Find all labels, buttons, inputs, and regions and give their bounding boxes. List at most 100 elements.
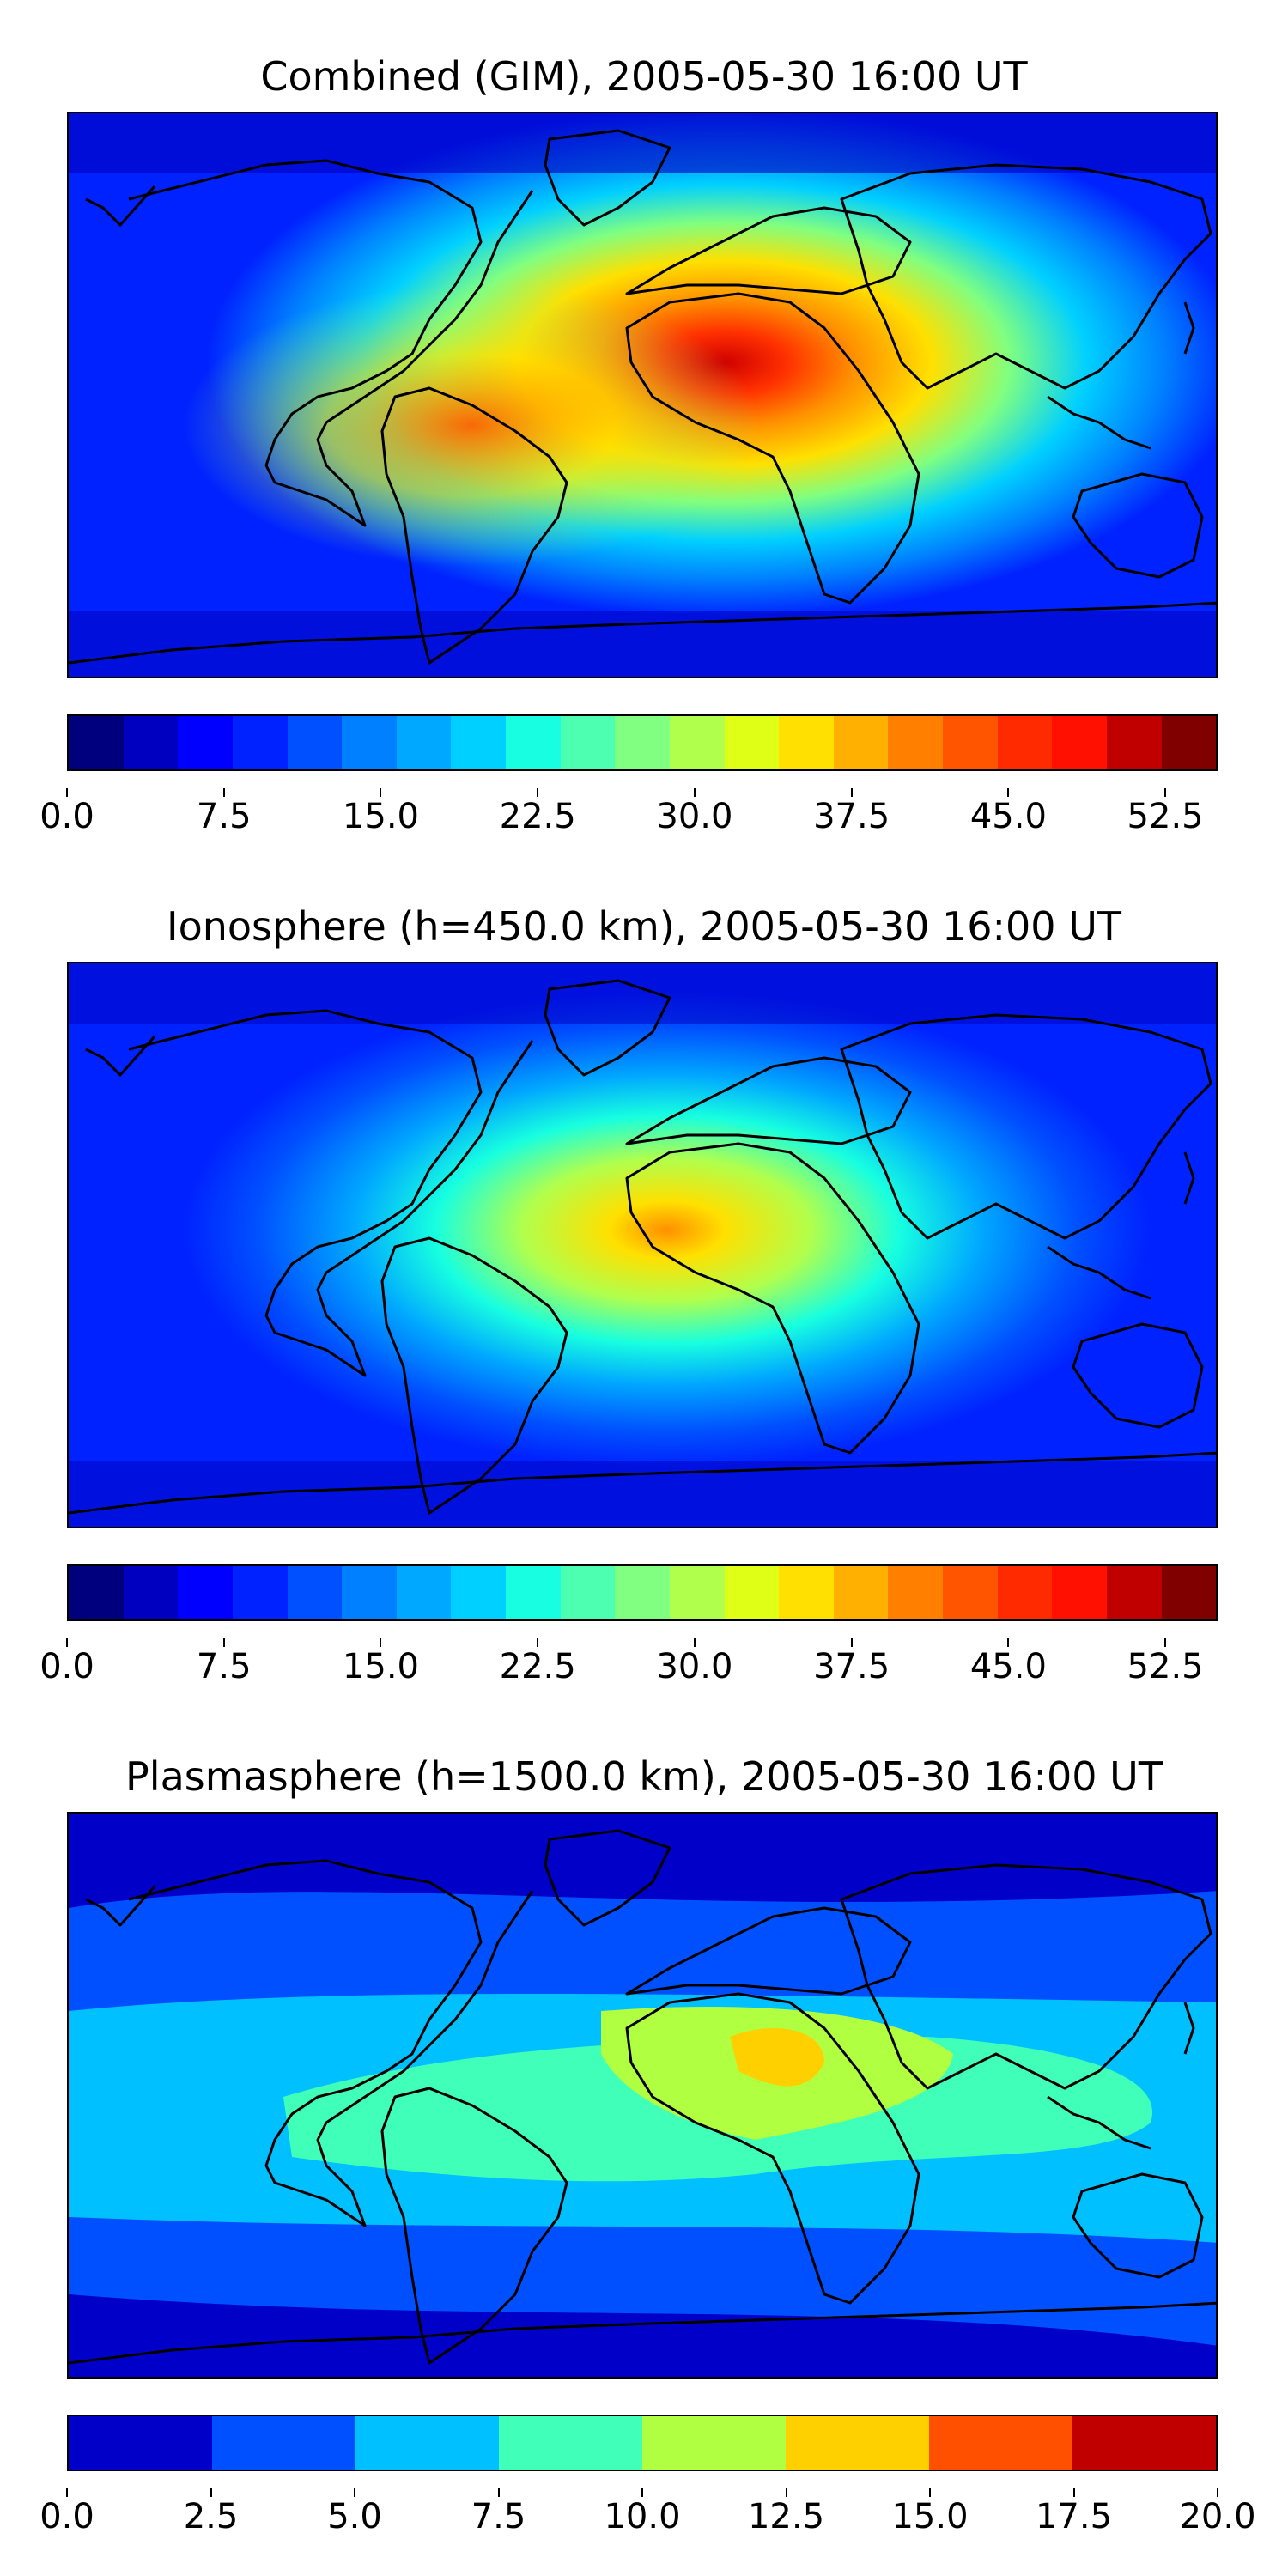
colorbar-segment	[178, 1566, 233, 1619]
colorbar-tick-label: 0.0	[39, 797, 94, 836]
colorbar-segment	[615, 716, 670, 769]
colorbar-tick-mark	[693, 788, 696, 797]
colorbar-segment	[888, 1566, 943, 1619]
colorbar-segment	[560, 1566, 616, 1619]
colorbar-tick-mark	[850, 1638, 853, 1647]
colorbar-tick-mark	[693, 1638, 696, 1647]
colorbar	[67, 714, 1218, 771]
panel-title: Ionosphere (h=450.0 km), 2005-05-30 16:0…	[167, 903, 1121, 950]
colorbar-tick-mark	[1217, 2488, 1218, 2497]
colorbar-segment	[396, 1566, 452, 1619]
colorbar-tick-label: 12.5	[747, 2497, 825, 2537]
colorbar-segment	[342, 1566, 397, 1619]
colorbar-tick-mark	[929, 2488, 931, 2497]
colorbar	[67, 1564, 1218, 1621]
colorbar-segment	[451, 1566, 506, 1619]
colorbar-tick-label: 52.5	[1127, 797, 1204, 836]
colorbar-tick-label: 17.5	[1035, 2497, 1113, 2537]
colorbar-segment	[786, 2416, 929, 2470]
colorbar-tick-mark	[210, 2488, 212, 2497]
colorbar-tick-mark	[497, 2488, 500, 2497]
colorbar-segment	[779, 1566, 834, 1619]
colorbar-tick-label: 37.5	[813, 1647, 890, 1686]
colorbar-tick-label: 7.5	[196, 797, 252, 836]
colorbar-segment	[1161, 1566, 1217, 1619]
colorbar-segment	[929, 2416, 1072, 2470]
colorbar-segment	[232, 1566, 288, 1619]
colorbar-tick-label: 30.0	[656, 1647, 733, 1686]
colorbar-segment	[1161, 716, 1217, 769]
colorbar-tick-label: 22.5	[499, 797, 576, 836]
colorbar-segment	[287, 716, 343, 769]
colorbar-tick-label: 15.0	[342, 1647, 419, 1686]
colorbar-tick-mark	[1072, 2488, 1075, 2497]
colorbar-tick-label: 45.0	[969, 797, 1047, 836]
colorbar-segment	[451, 716, 506, 769]
map-plasmasphere	[67, 1812, 1218, 2379]
colorbar-segment	[997, 716, 1053, 769]
colorbar-segment	[212, 2416, 355, 2470]
colorbar-segment	[833, 1566, 889, 1619]
map-ionosphere	[67, 962, 1218, 1528]
colorbar-tick-label: 10.0	[604, 2497, 681, 2537]
colorbar-segment	[669, 1566, 725, 1619]
panel-title: Combined (GIM), 2005-05-30 16:00 UT	[260, 53, 1028, 100]
colorbar-tick-mark	[222, 788, 225, 797]
colorbar-tick-label: 22.5	[499, 1647, 576, 1686]
colorbar-tick-label: 0.0	[39, 2497, 94, 2537]
panel-title: Plasmasphere (h=1500.0 km), 2005-05-30 1…	[125, 1753, 1163, 1800]
colorbar-segment	[499, 2416, 642, 2470]
colorbar-tick-label: 7.5	[471, 2497, 526, 2537]
colorbar-segment	[615, 1566, 670, 1619]
colorbar-tick-mark	[222, 1638, 225, 1647]
colorbar-ticks: 0.0 7.5 15.0 22.5 30.0 37.5 45.0 52.5	[39, 788, 1218, 848]
colorbar-segment	[1106, 716, 1162, 769]
colorbar-tick-label: 15.0	[342, 797, 419, 836]
map-plot	[69, 1814, 1216, 2377]
colorbar-tick-mark	[785, 2488, 787, 2497]
colorbar-tick-mark	[850, 788, 853, 797]
colorbar-tick-label: 20.0	[1179, 2497, 1256, 2537]
colorbar-tick-label: 2.5	[183, 2497, 239, 2537]
colorbar-segment	[943, 716, 998, 769]
colorbar-tick-label: 7.5	[196, 1647, 252, 1686]
colorbar-tick-label: 30.0	[656, 797, 733, 836]
colorbar-tick-mark	[1164, 1638, 1167, 1647]
colorbar-segment	[342, 716, 397, 769]
colorbar-ticks: 0.0 7.5 15.0 22.5 30.0 37.5 45.0 52.5	[39, 1638, 1218, 1698]
colorbar	[67, 2415, 1218, 2471]
colorbar-tick-mark	[537, 1638, 539, 1647]
colorbar-tick-mark	[380, 788, 382, 797]
colorbar-segment	[833, 716, 889, 769]
colorbar-segment	[1052, 1566, 1107, 1619]
map-combined	[67, 112, 1218, 678]
colorbar-segment	[943, 1566, 998, 1619]
colorbar-segment	[355, 2416, 499, 2470]
colorbar-segment	[888, 716, 943, 769]
colorbar-tick-label: 0.0	[39, 1647, 94, 1686]
colorbar-tick-mark	[354, 2488, 355, 2497]
colorbar-segment	[69, 2416, 212, 2470]
colorbar-tick-label: 45.0	[969, 1647, 1047, 1686]
colorbar-segment	[1052, 716, 1107, 769]
colorbar-segment	[178, 716, 233, 769]
colorbar-segment	[506, 1566, 561, 1619]
colorbar-tick-label: 37.5	[813, 797, 890, 836]
colorbar-tick-label: 52.5	[1127, 1647, 1204, 1686]
colorbar-tick-mark	[537, 788, 539, 797]
colorbar-segment	[560, 716, 616, 769]
colorbar-segment	[396, 716, 452, 769]
colorbar-segment	[506, 716, 561, 769]
colorbar-segment	[1106, 1566, 1162, 1619]
colorbar-ticks: 0.0 2.5 5.0 7.5 10.0 12.5 15.0 17.5 20.0	[39, 2488, 1256, 2549]
colorbar-tick-mark	[1164, 788, 1167, 797]
colorbar-segment	[287, 1566, 343, 1619]
colorbar-tick-mark	[1007, 1638, 1010, 1647]
colorbar-segment	[123, 716, 179, 769]
colorbar-segment	[1072, 2416, 1216, 2470]
colorbar-segment	[724, 716, 780, 769]
colorbar-tick-mark	[380, 1638, 382, 1647]
colorbar-tick-mark	[66, 788, 68, 797]
colorbar-tick-mark	[1007, 788, 1010, 797]
colorbar-segment	[669, 716, 725, 769]
